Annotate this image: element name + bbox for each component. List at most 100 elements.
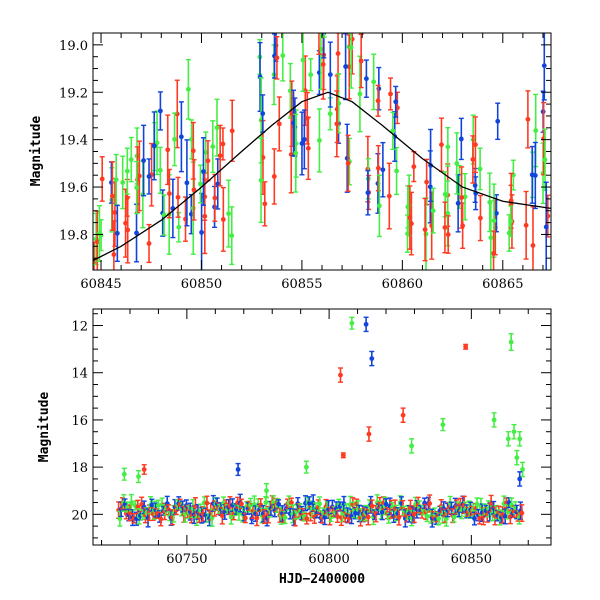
data-point (174, 111, 180, 117)
outlier-point-10 (366, 426, 372, 442)
data-point (129, 500, 134, 506)
top-point-4-1 (154, 110, 160, 176)
data-point (229, 128, 235, 134)
top-point-12-6 (274, 36, 280, 80)
top-point-23-2 (438, 117, 444, 172)
data-point (335, 51, 341, 56)
data-point (443, 516, 449, 522)
data-point (242, 515, 248, 521)
data-point (320, 62, 326, 67)
bottom-axes: 60750 60800 60850 12 14 16 18 20 (71, 309, 551, 567)
top-point-23-1 (445, 126, 451, 167)
data-point (394, 168, 399, 174)
data-point (239, 501, 244, 507)
top-point-29-0 (541, 33, 547, 101)
data-point (146, 241, 152, 246)
data-point (121, 471, 127, 477)
data-point (202, 213, 208, 219)
data-point (215, 181, 221, 187)
data-point (424, 513, 430, 519)
data-point (184, 180, 190, 186)
data-point (451, 514, 457, 520)
top-point-10-4 (220, 127, 226, 161)
data-point (388, 91, 393, 97)
data-point (214, 125, 220, 131)
data-point (376, 203, 382, 209)
top-point-22-1 (423, 197, 429, 270)
baseline-point-26 (149, 498, 155, 512)
data-point (308, 72, 314, 78)
x-tick-label: 60855 (281, 277, 322, 292)
top-point-29-6 (543, 181, 549, 270)
data-point (508, 339, 514, 345)
top-point-7-7 (190, 121, 196, 180)
data-point (291, 120, 296, 126)
data-point (198, 181, 203, 187)
top-point-9-2 (217, 124, 223, 187)
data-point (335, 514, 340, 519)
top-point-11-1 (262, 181, 268, 227)
outlier-point-13 (409, 438, 415, 454)
top-point-5-1 (166, 168, 172, 219)
data-point (530, 243, 536, 248)
data-point (317, 501, 322, 507)
data-point (157, 167, 163, 173)
baseline-point-211 (386, 512, 392, 524)
top-point-20-5 (393, 85, 399, 118)
top-point-25-6 (470, 135, 476, 184)
top-point-18-4 (357, 55, 363, 133)
top-point-18-2 (363, 59, 369, 98)
outlier-point-19 (511, 423, 517, 440)
top-point-1-6 (109, 161, 115, 231)
data-point (365, 190, 371, 196)
data-point (520, 467, 525, 472)
outlier-point-7 (340, 452, 346, 459)
data-point (505, 436, 511, 442)
outlier-point-17 (505, 431, 511, 447)
baseline-point-10 (128, 493, 134, 512)
top-point-19-1 (375, 84, 381, 117)
outlier-point-18 (508, 333, 514, 351)
top-point-28-6 (525, 90, 531, 149)
data-point (282, 515, 288, 520)
data-point (149, 502, 155, 508)
data-point (473, 142, 478, 148)
top-point-25-4 (473, 176, 479, 211)
data-point (203, 149, 209, 155)
y-tick-label: 19.8 (59, 228, 88, 243)
y-tick-label: 12 (71, 320, 88, 335)
data-point (358, 58, 364, 64)
top-point-3-5 (141, 124, 147, 197)
x-tick-label: 60865 (482, 277, 523, 292)
data-point (125, 227, 131, 233)
top-point-22-6 (422, 197, 428, 262)
top-point-1-2 (114, 204, 120, 263)
outlier-point-22 (520, 461, 526, 478)
data-point (165, 147, 171, 153)
top-point-2-3 (128, 136, 134, 183)
baseline-point-241 (424, 510, 430, 523)
data-point (491, 417, 497, 423)
data-point (217, 153, 223, 159)
top-point-17-2 (343, 33, 349, 101)
data-point (442, 225, 448, 230)
top-point-23-6 (442, 201, 448, 254)
baseline-point-180 (346, 513, 352, 524)
data-point (340, 452, 346, 458)
data-point (260, 111, 266, 116)
data-point (151, 143, 157, 149)
model-curve (93, 91, 551, 262)
top-point-25-3 (472, 116, 478, 174)
top-point-2-1 (120, 155, 126, 210)
top-point-26-4 (491, 230, 497, 270)
baseline-point-147 (304, 512, 310, 525)
data-point (155, 502, 161, 508)
top-point-23-4 (445, 215, 451, 254)
data-point (369, 503, 375, 509)
data-point (379, 509, 385, 515)
top-point-15-7 (316, 33, 322, 55)
top-point-10-2 (229, 99, 235, 162)
data-point (322, 14, 327, 19)
data-point (334, 121, 340, 127)
top-point-28-3 (523, 190, 529, 260)
